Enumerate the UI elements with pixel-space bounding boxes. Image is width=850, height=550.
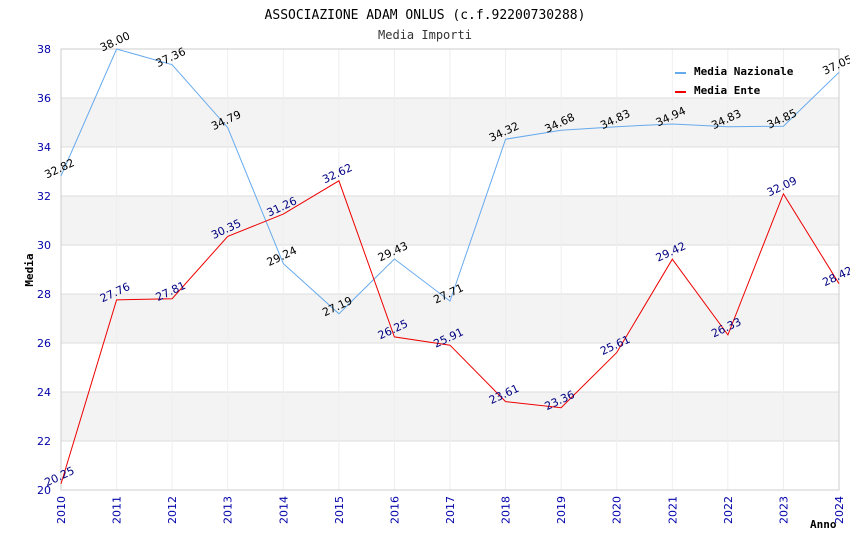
y-tick-label: 28 <box>37 288 51 301</box>
y-axis-ticks: 20 22 24 26 28 30 32 34 36 38 <box>37 43 51 497</box>
x-tick-label: 2016 <box>388 496 401 524</box>
x-tick-label: 2015 <box>333 496 346 524</box>
x-tick-label: 2017 <box>444 496 457 524</box>
y-tick-label: 32 <box>37 190 51 203</box>
x-tick-label: 2014 <box>277 496 290 524</box>
series-lines <box>60 48 840 485</box>
data-label-nazionale: 29.24 <box>265 244 299 269</box>
data-label-nazionale: 32.82 <box>42 156 76 181</box>
y-tick-label: 36 <box>37 92 51 105</box>
legend: Media Nazionale Media Ente <box>675 65 794 97</box>
y-axis-label: Media <box>23 253 36 286</box>
y-tick-label: 30 <box>37 239 51 252</box>
x-tick-label: 2011 <box>111 496 124 524</box>
data-label-ente: 32.09 <box>765 174 799 199</box>
x-tick-label: 2013 <box>222 496 235 524</box>
y-tick-label: 34 <box>37 141 51 154</box>
legend-label-nazionale: Media Nazionale <box>694 65 794 78</box>
y-tick-label: 22 <box>37 435 51 448</box>
x-tick-label: 2020 <box>611 496 624 524</box>
chart-subtitle: Media Importi <box>378 28 472 42</box>
x-tick-label: 2024 <box>833 496 846 524</box>
x-axis-ticks: 2010 2011 2012 2013 2014 2015 2016 2017 2018 2019… <box>55 496 846 524</box>
series-line-nazionale <box>60 48 840 315</box>
data-label-ente: 20.25 <box>42 464 76 489</box>
plot-area <box>60 48 840 491</box>
y-tick-label: 20 <box>37 484 51 497</box>
data-label-ente: 32.62 <box>320 161 354 186</box>
x-tick-label: 2018 <box>500 496 513 524</box>
y-tick-label: 38 <box>37 43 51 56</box>
y-tick-label: 26 <box>37 337 51 350</box>
x-tick-label: 2019 <box>555 496 568 524</box>
x-tick-label: 2022 <box>722 496 735 524</box>
data-label-nazionale: 37.05 <box>820 53 850 78</box>
x-axis-label: Anno <box>810 518 837 531</box>
x-tick-label: 2010 <box>55 496 68 524</box>
chart-title: ASSOCIAZIONE ADAM ONLUS (c.f.92200730288… <box>265 8 586 23</box>
x-tick-label: 2021 <box>666 496 679 524</box>
series-line-ente <box>60 180 840 485</box>
data-label-ente: 28.42 <box>820 264 850 289</box>
x-tick-label: 2012 <box>166 496 179 524</box>
data-label-nazionale: 38.00 <box>98 29 132 54</box>
legend-label-ente: Media Ente <box>694 84 761 97</box>
y-tick-label: 24 <box>37 386 51 399</box>
x-tick-label: 2023 <box>777 496 790 524</box>
